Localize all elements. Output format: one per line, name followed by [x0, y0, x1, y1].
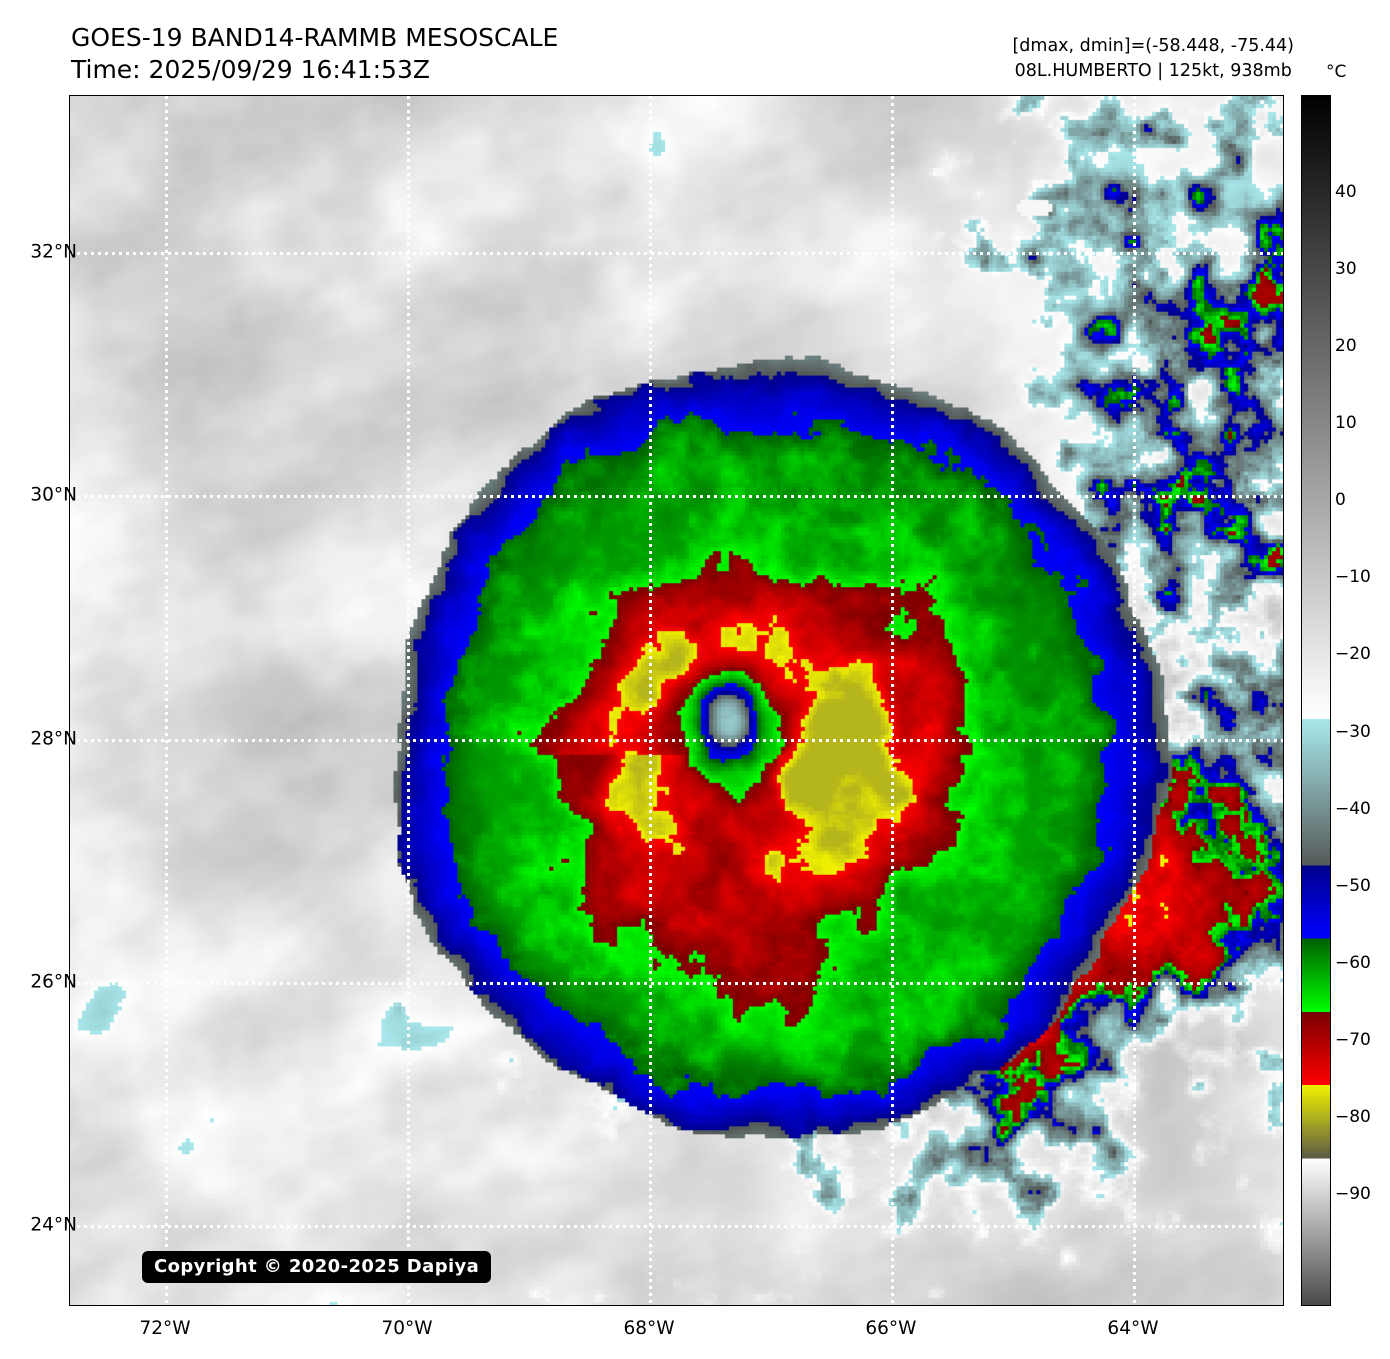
colorbar-tick-label: −80: [1335, 1106, 1371, 1127]
y-axis-tick-label: 26°N: [30, 971, 77, 993]
colorbar-tick-label: −70: [1335, 1029, 1371, 1050]
colorbar-tick-label: −10: [1335, 567, 1371, 588]
gridline-latitude: [70, 495, 1283, 499]
page-title: GOES-19 BAND14-RAMMB MESOSCALE Time: 202…: [71, 22, 558, 86]
gridline-longitude: [1132, 96, 1136, 1305]
gridline-longitude: [649, 96, 653, 1305]
storm-identifier-label: 08L.HUMBERTO | 125kt, 938mb: [1014, 60, 1292, 81]
colorbar-tick-label: −30: [1335, 721, 1371, 742]
x-axis-tick-label: 72°W: [139, 1318, 191, 1339]
infrared-brightness-temperature-canvas: [70, 96, 1283, 1305]
colorbar-tick-label: 20: [1335, 336, 1357, 357]
gridline-latitude: [70, 251, 1283, 255]
colorbar-tick-label: 0: [1335, 490, 1346, 511]
colorbar-tick-label: −20: [1335, 644, 1371, 665]
x-axis-tick-label: 70°W: [381, 1318, 433, 1339]
dmax-dmin-label: [dmax, dmin]=(-58.448, -75.44): [1012, 36, 1294, 56]
y-axis-tick-label: 32°N: [30, 241, 77, 263]
gridline-latitude: [70, 738, 1283, 742]
colorbar-tick-label: −60: [1335, 952, 1371, 973]
gridline-latitude: [70, 981, 1283, 985]
colorbar-tick-label: 10: [1335, 413, 1357, 434]
observation-timestamp: Time: 2025/09/29 16:41:53Z: [71, 55, 430, 84]
x-axis-tick-label: 64°W: [1107, 1318, 1159, 1339]
x-axis-tick-label: 68°W: [623, 1318, 675, 1339]
gridline-longitude: [164, 96, 168, 1305]
colorbar-unit-label: °C: [1326, 62, 1347, 82]
x-axis-tick-label: 66°W: [865, 1318, 917, 1339]
colorbar-tick-label: −50: [1335, 875, 1371, 896]
y-axis-tick-label: 30°N: [30, 484, 77, 506]
colorbar-tick-label: −40: [1335, 798, 1371, 819]
copyright-watermark: Copyright © 2020-2025 Dapiya: [142, 1251, 492, 1283]
colorbar-tick-label: 30: [1335, 259, 1357, 280]
data-range-annotation: [dmax, dmin]=(-58.448, -75.44) 08L.HUMBE…: [1012, 34, 1294, 84]
gridline-latitude: [70, 1225, 1283, 1229]
satellite-product-title: GOES-19 BAND14-RAMMB MESOSCALE: [71, 23, 559, 52]
y-axis-tick-label: 28°N: [30, 728, 77, 750]
colorbar-gradient-strip: [1301, 95, 1331, 1306]
gridline-longitude: [890, 96, 894, 1305]
gridline-longitude: [407, 96, 410, 1305]
temperature-colorbar: 40 30 20 10 0 −10 −20 −30 −40 −50 −60 −70 −80 −90: [1301, 95, 1371, 1306]
colorbar-tick-label: −90: [1335, 1183, 1371, 1204]
satellite-image-plot: Copyright © 2020-2025 Dapiya: [69, 95, 1284, 1306]
colorbar-tick-label: 40: [1335, 182, 1357, 202]
y-axis-tick-label: 24°N: [30, 1214, 77, 1236]
